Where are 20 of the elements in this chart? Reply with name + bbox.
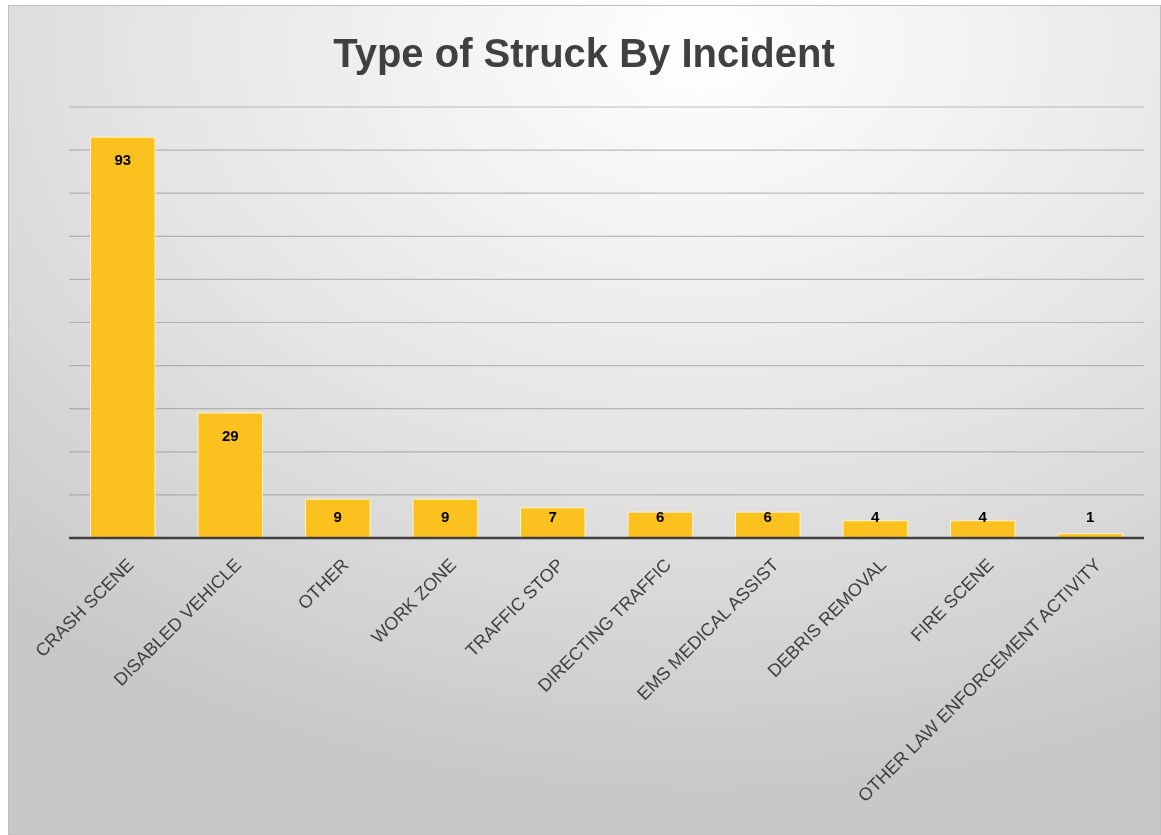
data-label: 6 <box>763 507 772 525</box>
data-label: 6 <box>656 507 665 525</box>
data-label: 4 <box>978 507 988 525</box>
bar <box>90 136 156 539</box>
chart-title: Type of Struck By Incident <box>333 31 835 75</box>
bar <box>735 511 801 539</box>
bar <box>627 511 693 539</box>
bar <box>197 412 263 539</box>
bar <box>950 520 1016 539</box>
data-label: 9 <box>333 507 342 525</box>
bar <box>520 507 586 539</box>
bar <box>305 498 371 539</box>
bar <box>412 498 478 539</box>
data-label: 93 <box>114 151 132 169</box>
data-label: 29 <box>221 426 239 444</box>
data-label: 4 <box>871 507 881 525</box>
bar <box>842 520 908 539</box>
data-label: 9 <box>441 507 450 525</box>
data-label: 1 <box>1086 507 1095 525</box>
data-label: 7 <box>548 507 557 525</box>
